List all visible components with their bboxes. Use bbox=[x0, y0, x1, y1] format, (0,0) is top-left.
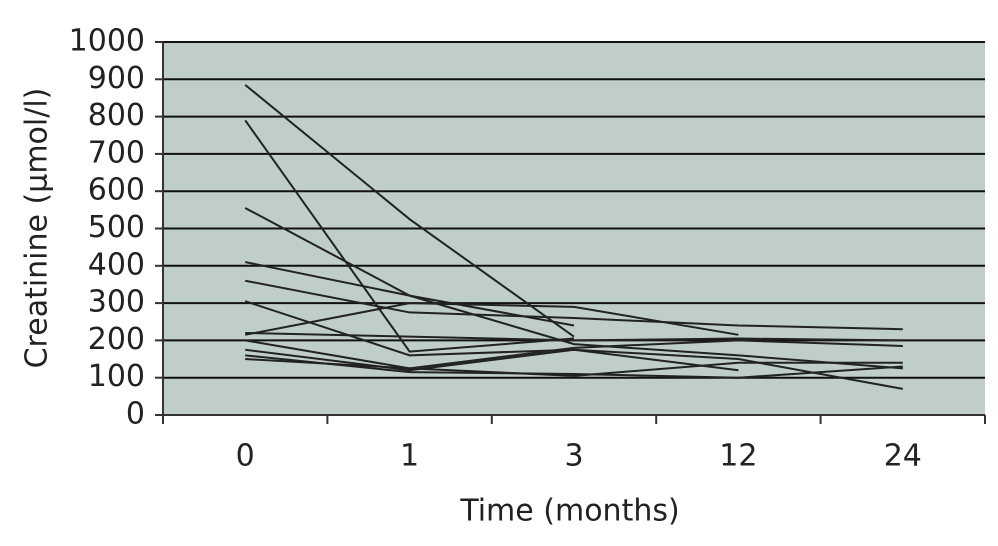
x-tick-label: 12 bbox=[719, 439, 757, 474]
series-line bbox=[245, 348, 903, 390]
series-line bbox=[245, 358, 903, 377]
x-tick-label: 24 bbox=[884, 439, 922, 474]
y-tick-label: 400 bbox=[88, 247, 145, 282]
y-tick-label: 800 bbox=[88, 98, 145, 133]
series-line bbox=[245, 331, 903, 342]
x-tick-label: 3 bbox=[564, 439, 583, 474]
y-tick-label: 700 bbox=[88, 135, 145, 170]
series-line bbox=[245, 354, 903, 379]
series-line bbox=[244, 207, 903, 370]
y-tick-label: 0 bbox=[126, 397, 145, 432]
y-tick-label: 900 bbox=[88, 61, 145, 96]
series-line bbox=[244, 119, 575, 353]
x-tick-label: 1 bbox=[400, 439, 419, 474]
y-tick-label: 500 bbox=[88, 210, 145, 245]
series-line bbox=[244, 300, 739, 372]
series-line bbox=[244, 84, 575, 338]
x-axis-label: Time (months) bbox=[459, 494, 679, 529]
y-tick-label: 200 bbox=[88, 322, 145, 357]
y-tick-label: 300 bbox=[88, 285, 145, 320]
y-tick-label: 600 bbox=[88, 173, 145, 208]
y-axis-label: Creatinine (µmol/l) bbox=[20, 88, 55, 369]
series-line bbox=[245, 302, 739, 336]
x-tick-label: 0 bbox=[236, 439, 255, 474]
y-tick-label: 1000 bbox=[69, 24, 145, 59]
y-tick-label: 100 bbox=[88, 359, 145, 394]
series-line bbox=[245, 339, 903, 370]
series-line bbox=[245, 279, 903, 331]
